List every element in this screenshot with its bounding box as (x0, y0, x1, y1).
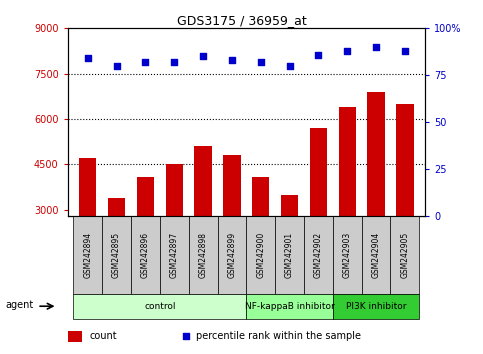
Text: percentile rank within the sample: percentile rank within the sample (196, 331, 361, 341)
Bar (102, 216, 131, 294)
Point (314, 52, 322, 57)
Bar (166, 165, 183, 301)
Bar (333, 216, 362, 294)
Point (343, 48, 351, 54)
Text: GSM242894: GSM242894 (83, 232, 92, 278)
Point (401, 48, 409, 54)
Bar (304, 216, 333, 294)
Bar (73, 216, 102, 294)
Bar (160, 216, 189, 294)
Bar (131, 216, 160, 294)
Bar (281, 195, 298, 301)
Bar (339, 107, 356, 301)
Text: GSM242900: GSM242900 (256, 232, 265, 278)
Bar (137, 177, 154, 301)
Bar (79, 159, 97, 301)
Point (170, 59, 178, 65)
Bar (396, 104, 413, 301)
Text: control: control (144, 302, 176, 311)
Bar (252, 177, 270, 301)
Text: GSM242897: GSM242897 (170, 232, 179, 278)
Point (142, 59, 149, 65)
Bar (189, 216, 217, 294)
Text: agent: agent (5, 300, 34, 310)
Bar (223, 155, 241, 301)
Point (257, 59, 265, 65)
Bar (195, 146, 212, 301)
Point (113, 63, 120, 69)
Text: GSM242905: GSM242905 (400, 232, 410, 278)
Bar (362, 216, 390, 294)
Bar (108, 198, 125, 301)
Point (372, 44, 380, 50)
Text: GSM242895: GSM242895 (112, 232, 121, 278)
Point (84, 56, 92, 61)
Text: GDS3175 / 36959_at: GDS3175 / 36959_at (177, 14, 306, 27)
Text: count: count (89, 331, 117, 341)
Bar (310, 128, 327, 301)
Text: GSM242904: GSM242904 (371, 232, 381, 278)
Point (199, 53, 207, 59)
Text: PI3K inhibitor: PI3K inhibitor (346, 302, 406, 311)
Point (286, 63, 294, 69)
Bar (73, 294, 246, 319)
Bar (390, 216, 419, 294)
Text: GSM242903: GSM242903 (343, 232, 352, 278)
Text: GSM242898: GSM242898 (199, 232, 208, 278)
Bar (246, 294, 333, 319)
Bar (68, 331, 82, 342)
Text: GSM242899: GSM242899 (227, 232, 236, 278)
Bar (368, 92, 384, 301)
Point (228, 57, 236, 63)
Text: GSM242896: GSM242896 (141, 232, 150, 278)
Text: NF-kappaB inhibitor: NF-kappaB inhibitor (245, 302, 334, 311)
Point (182, 333, 189, 339)
Bar (217, 216, 246, 294)
Text: GSM242901: GSM242901 (285, 232, 294, 278)
Bar (333, 294, 419, 319)
Text: GSM242902: GSM242902 (314, 232, 323, 278)
Bar (246, 216, 275, 294)
Bar (275, 216, 304, 294)
